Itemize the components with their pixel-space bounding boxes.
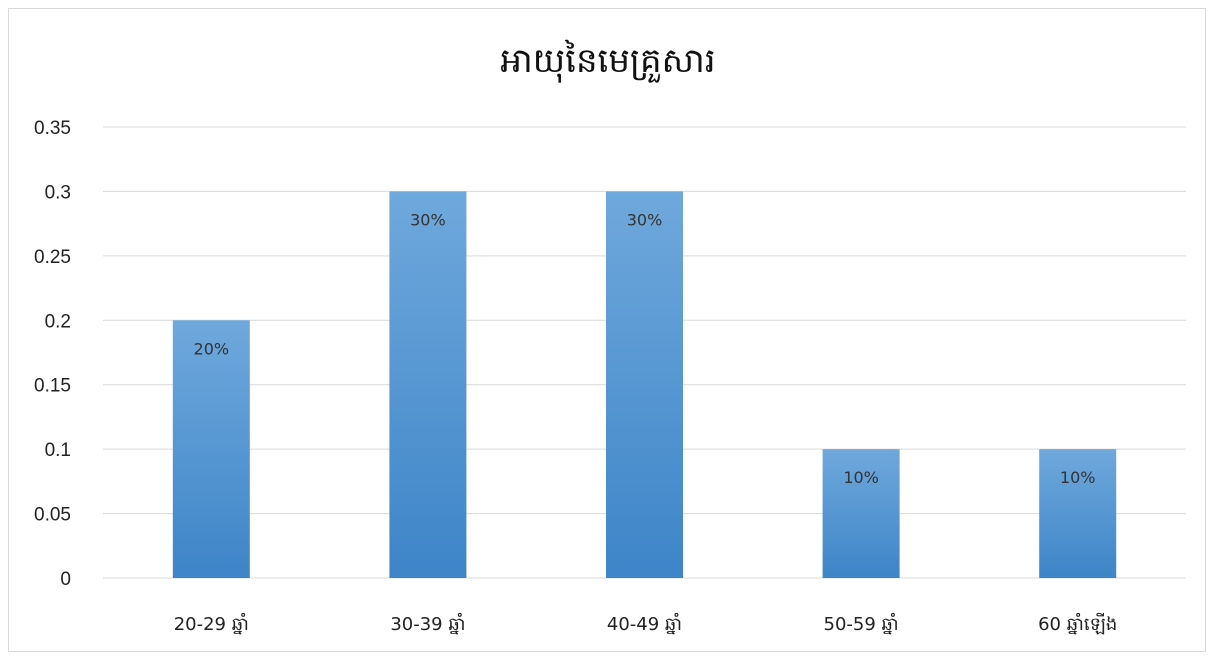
x-tick-label: 30-39 ឆ្នាំ: [390, 612, 465, 635]
bar: [606, 191, 683, 578]
y-tick-label: 0.15: [34, 376, 71, 397]
x-tick-label: 60 ឆ្នាំឡើង: [1038, 612, 1117, 635]
bar: [172, 320, 250, 578]
bar: [822, 449, 900, 578]
data-label: 20%: [194, 339, 230, 358]
y-tick-label: 0: [60, 569, 71, 590]
x-axis-ticks: 20-29 ឆ្នាំ 30-39 ឆ្នាំ 40-49 ឆ្នាំ 50-59 ឆ…: [174, 612, 1118, 635]
y-tick-label: 0.05: [34, 505, 71, 526]
bar: [389, 191, 467, 578]
x-tick-label: 20-29 ឆ្នាំ: [174, 612, 249, 635]
data-label: 10%: [1060, 468, 1096, 487]
data-label: 30%: [410, 210, 446, 229]
bar: [1039, 449, 1117, 578]
y-tick-label: 0.2: [45, 311, 71, 332]
y-tick-label: 0.25: [34, 247, 71, 268]
y-tick-label: 0.35: [34, 118, 71, 139]
data-label: 10%: [843, 468, 879, 487]
bars: 20% 30% 30% 10% 10%: [172, 191, 1117, 578]
y-tick-label: 0.1: [45, 440, 71, 461]
y-tick-label: 0.3: [45, 182, 71, 203]
x-tick-label: 50-59 ឆ្នាំ: [824, 612, 899, 635]
y-axis-ticks: 0 0.05 0.1 0.15 0.2 0.25 0.3 0.35: [34, 118, 71, 590]
x-tick-label: 40-49 ឆ្នាំ: [607, 612, 682, 635]
chart-title: អាយុនៃមេគ្រួសារ: [500, 39, 715, 83]
data-label: 30%: [627, 210, 663, 229]
